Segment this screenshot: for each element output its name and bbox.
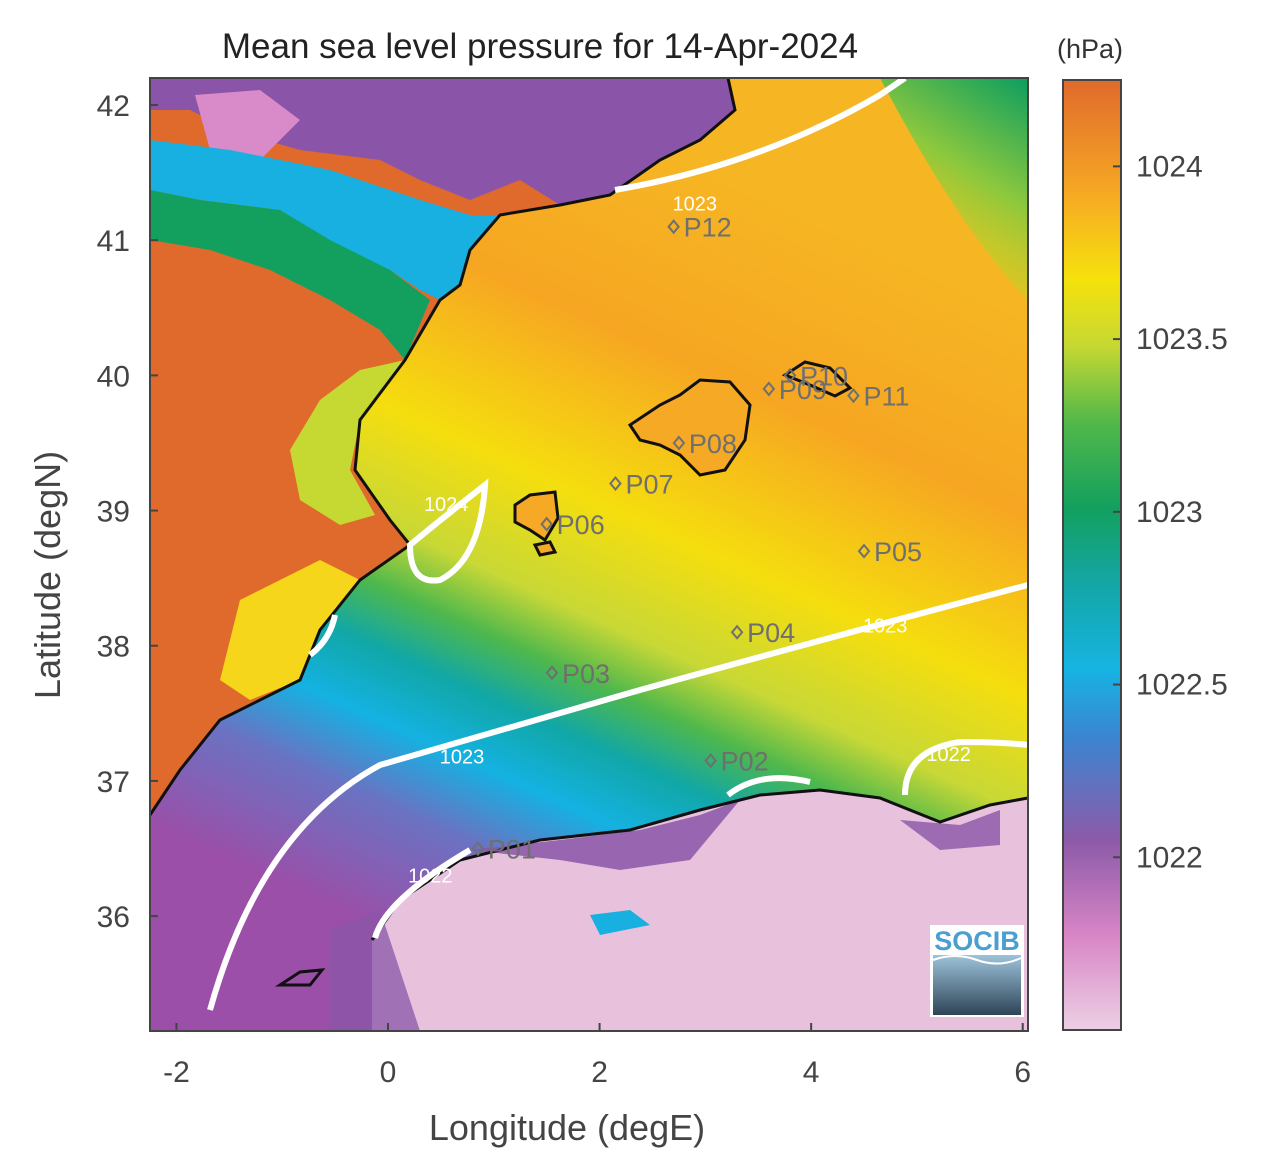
logo-text: SOCIB [934,926,1020,956]
station-label: P01 [488,835,536,865]
station-marker-icon [609,475,622,492]
contour-label: 1023 [440,747,485,769]
station-marker-icon [730,624,744,640]
socib-logo: SOCIB [930,925,1024,1017]
station-p03[interactable]: P03 [545,659,610,689]
chart-title: Mean sea level pressure for 14-Apr-2024 [222,27,858,66]
y-tick-label: 36 [97,901,130,934]
station-label: P06 [557,510,605,540]
contour-label: 1024 [424,494,469,516]
contour-labels: 1023 1024 1023 1023 1022 1022 [408,194,971,888]
station-marker-icon [704,753,717,769]
colorbar-ticks: 1024 1023.5 1023 1022.5 1022 [1113,150,1228,874]
station-label: P12 [684,213,732,243]
contour-label: 1023 [673,194,718,216]
station-marker-icon [672,435,686,451]
colorbar-tick-label: 1023 [1136,496,1203,529]
station-label: P04 [747,618,795,648]
station-label: P07 [625,470,673,500]
island-mallorca [627,378,752,477]
station-label: P11 [863,382,909,412]
station-label: P05 [874,537,922,567]
y-tick-label: 39 [97,496,130,529]
station-label: P09 [779,375,827,405]
x-tick-label: 4 [803,1056,820,1089]
island-menorca [781,360,853,398]
station-p11[interactable]: P11 [847,382,910,412]
station-label: P10 [800,361,848,391]
station-marker-icon [857,543,871,559]
colorbar: (hPa) 1024 1023.5 1023 1022.5 1022 [1057,34,1228,1031]
station-p08[interactable]: P08 [672,429,737,459]
map-frame [149,77,1029,1032]
colorbar-tick-label: 1023.5 [1136,323,1228,356]
coastline-africa [370,788,1028,941]
colorbar-tick-label: 1022 [1136,841,1203,874]
station-marker-icon [545,665,559,681]
station-marker-icon [667,219,680,235]
station-p12[interactable]: P12 [667,213,732,243]
x-axis-label: Longitude (degE) [429,1107,705,1148]
x-axis-ticks: -2 0 2 4 6 [163,1023,1031,1089]
colorbar-unit: (hPa) [1057,34,1123,64]
station-p10[interactable]: P10 [783,361,848,391]
y-tick-label: 41 [97,225,130,258]
y-tick-label: 42 [97,90,130,123]
station-p01[interactable]: P01 [471,835,536,865]
x-tick-label: 6 [1014,1056,1031,1089]
station-marker-icon [540,516,553,532]
colorbar-tick-label: 1024 [1136,150,1203,183]
station-marker-icon [471,840,485,857]
x-tick-label: -2 [163,1056,190,1089]
y-tick-label: 40 [97,360,130,393]
contour-lines [207,78,1028,1011]
y-tick-label: 37 [97,766,130,799]
y-axis-label: Latitude (degN) [27,451,68,699]
station-p07[interactable]: P07 [609,470,673,500]
contour-label: 1023 [863,615,908,637]
station-label: P02 [721,747,769,777]
station-marker-icon [762,381,776,397]
x-tick-label: 2 [591,1056,608,1089]
station-p05[interactable]: P05 [857,537,922,567]
station-marker-icon [783,367,797,383]
x-tick-label: 0 [380,1056,397,1089]
station-p04[interactable]: P04 [730,618,795,648]
pyrenees-region [150,78,735,205]
y-tick-label: 38 [97,631,130,664]
y-axis-ticks: 42 41 40 39 38 37 36 [97,90,158,934]
station-label: P08 [689,429,737,459]
contour-label: 1022 [408,866,453,888]
station-p02[interactable]: P02 [704,747,769,777]
station-marker-icon [847,388,860,404]
station-label: P03 [562,659,610,689]
contour-label: 1022 [926,744,971,766]
coastline-iberia [150,78,737,816]
colorbar-tick-label: 1022.5 [1136,669,1228,702]
station-p06[interactable]: P06 [540,510,605,540]
station-p09[interactable]: P09 [762,375,827,405]
map-area [150,78,1028,1031]
